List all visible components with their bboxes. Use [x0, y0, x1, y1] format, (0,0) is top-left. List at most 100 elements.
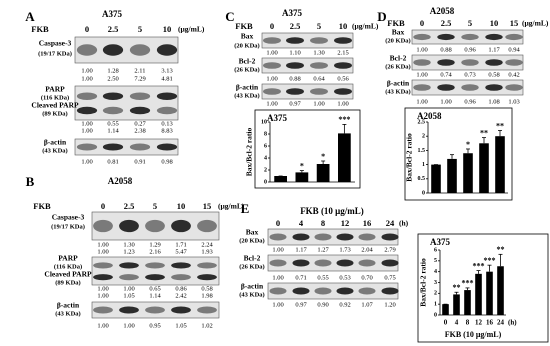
y-tick-label: 10: [261, 119, 267, 125]
quant-value: 0.94: [508, 46, 520, 53]
quant-value: 1.00: [313, 100, 324, 107]
chart-title: A2058: [417, 111, 442, 121]
quant-value: 0.86: [175, 285, 187, 292]
quant-value: 4.81: [161, 75, 172, 82]
band: [292, 233, 310, 241]
blot-label: (20 KDa): [385, 37, 410, 44]
x-tick-label: 24: [497, 319, 505, 327]
panel-letter: C: [225, 9, 234, 24]
quant-value: 2.42: [175, 292, 186, 299]
blot-image: [91, 256, 220, 286]
band: [102, 143, 124, 151]
quant-value: 0.65: [149, 285, 160, 292]
band: [485, 33, 503, 41]
band: [413, 33, 431, 41]
blot-image: [261, 32, 354, 49]
blot-label: Bcl-2: [239, 57, 256, 66]
band: [171, 274, 191, 281]
cell-line: A2058: [108, 176, 133, 186]
band: [93, 274, 113, 281]
y-tick-label: 1: [434, 302, 437, 308]
blot-label: (89 KDa): [42, 110, 67, 117]
band: [334, 88, 352, 95]
band: [437, 33, 455, 41]
band: [381, 287, 399, 295]
y-tick-label: 0.5: [418, 176, 426, 182]
x-tick-label: 4: [455, 319, 459, 327]
quant-value: 2.11: [134, 67, 145, 74]
band: [505, 84, 523, 91]
quant-value: 0.56: [337, 75, 349, 82]
y-tick-label: 6: [264, 143, 267, 149]
band: [145, 219, 165, 233]
y-tick-label: 2.5: [418, 119, 426, 125]
y-axis-label: Bax/Bcl-2 ratio: [245, 127, 254, 176]
quant-value: 0.88: [440, 46, 451, 53]
bar: [295, 172, 309, 182]
quant-value: 2.15: [337, 49, 348, 56]
quant-value: 0.71: [295, 274, 306, 281]
blot-label: Cleaved PARP: [44, 270, 92, 279]
quant-value: 1.98: [201, 292, 212, 299]
band: [76, 106, 98, 115]
quant-value: 1.00: [416, 71, 427, 78]
quant-value: 8.83: [161, 127, 172, 134]
band: [358, 259, 376, 267]
blot-label: (20 KDa): [234, 42, 259, 49]
x-tick-label: 8: [466, 319, 470, 327]
panel-letter: D: [377, 9, 386, 24]
blot-label: (43 KDa): [42, 147, 67, 154]
band: [485, 84, 503, 91]
bar: [475, 273, 482, 315]
chart-frame: [404, 107, 513, 201]
quant-value: 1.00: [81, 158, 92, 165]
quant-value: 1.08: [488, 98, 499, 105]
quant-value: 3.13: [161, 67, 172, 74]
significance: **: [453, 283, 461, 292]
quant-value: 1.00: [337, 100, 348, 107]
blot-label: Bcl-2: [244, 254, 261, 263]
quant-value: 0.90: [317, 301, 328, 308]
quant-value: 0.58: [488, 71, 499, 78]
quant-value: 2.50: [107, 75, 118, 82]
band: [437, 59, 455, 66]
quant-value: 0.98: [161, 158, 172, 165]
band: [119, 219, 139, 233]
significance: ***: [473, 261, 485, 270]
dose-unit: (μg/mL): [178, 25, 205, 34]
quant-value: 1.00: [440, 98, 451, 105]
dose-unit: (μg/mL): [522, 19, 549, 28]
bar: [486, 271, 493, 315]
blot-label: (43 KDa): [239, 291, 264, 298]
band: [314, 287, 332, 295]
bar: [316, 164, 330, 182]
quant-value: 1.00: [416, 46, 427, 53]
quant-value: 1.00: [266, 100, 277, 107]
quant-value: 1.00: [97, 285, 108, 292]
chart-frame: [254, 109, 361, 189]
bar: [463, 153, 473, 193]
dose: 5: [468, 18, 472, 28]
band: [336, 259, 354, 267]
band: [286, 88, 304, 95]
quant-value: 0.70: [361, 274, 372, 281]
band: [437, 84, 455, 91]
band: [263, 37, 281, 44]
y-tick-label: 8: [264, 131, 267, 137]
dose: 2.5: [124, 201, 135, 211]
quant-value: 0.95: [149, 322, 160, 329]
cell-line: A2058: [430, 6, 455, 16]
blot-label: (19/17 KDa): [38, 50, 72, 57]
band: [505, 59, 523, 66]
band: [119, 306, 139, 314]
quant-value: 0.13: [161, 120, 172, 127]
dose: 2.5: [290, 21, 301, 31]
significance: **: [497, 245, 505, 254]
band: [505, 33, 523, 41]
blot-label: PARP: [58, 254, 78, 263]
significance: **: [480, 128, 488, 137]
blot-label: Caspase-3: [39, 39, 72, 48]
band: [413, 84, 431, 91]
dose: 5: [317, 21, 321, 31]
